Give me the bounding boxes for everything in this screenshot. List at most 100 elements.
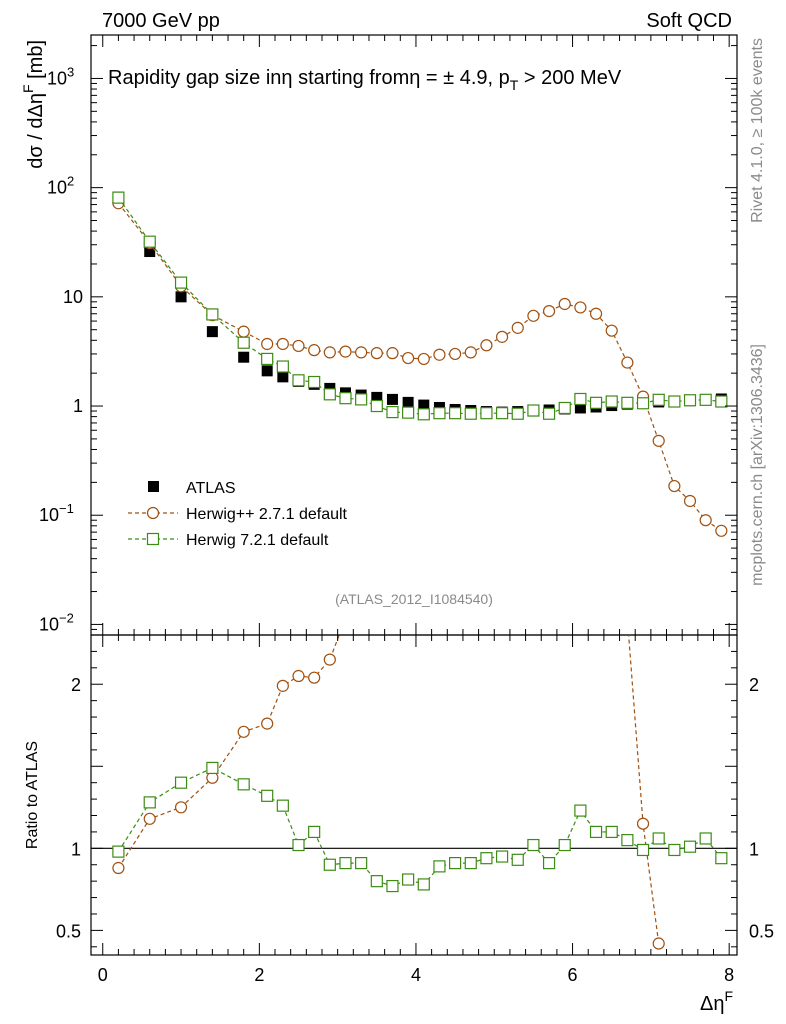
herwig7-ratio-point bbox=[370, 875, 383, 888]
atlas-point bbox=[261, 365, 273, 377]
herwig7-ratio-point bbox=[574, 804, 587, 817]
ratio-plot-layer bbox=[91, 595, 737, 950]
main-y-tick-label: 102 bbox=[47, 174, 74, 198]
herwig7-point bbox=[558, 401, 571, 415]
herwig7-ratio-point bbox=[112, 845, 125, 858]
legend-herwigpp-marker bbox=[146, 506, 160, 520]
x-tick-label: 4 bbox=[411, 965, 421, 985]
herwig7-point bbox=[605, 395, 618, 408]
herwig7-point bbox=[652, 393, 665, 406]
herwig7-ratio-point bbox=[206, 761, 219, 775]
herwig7-point bbox=[292, 374, 305, 387]
ratio-y-tick-label-right: 0.5 bbox=[749, 921, 774, 941]
ratio-panel-frame bbox=[90, 634, 738, 956]
herwig7-point bbox=[355, 393, 368, 406]
herwig7-point bbox=[174, 276, 188, 289]
herwigpp-point bbox=[370, 347, 383, 360]
herwigpp-ratio-point bbox=[276, 679, 289, 692]
herwigpp-point bbox=[480, 339, 493, 352]
herwig7-point bbox=[402, 406, 415, 419]
herwigpp-point bbox=[402, 351, 415, 365]
atlas-point bbox=[238, 351, 250, 363]
herwig7-ratio-point bbox=[261, 789, 274, 802]
herwigpp-ratio-point bbox=[636, 817, 650, 830]
herwig7-ratio-point bbox=[527, 838, 540, 852]
herwig7-point bbox=[495, 407, 509, 420]
main-y-tick-label: 103 bbox=[47, 64, 74, 88]
herwigpp-ratio-point bbox=[308, 671, 321, 684]
herwigpp-point bbox=[386, 347, 399, 360]
herwig7-point bbox=[143, 235, 156, 248]
atlas-point bbox=[175, 291, 187, 303]
main-plot-layer bbox=[112, 191, 728, 537]
herwigpp-ratio-point bbox=[237, 725, 250, 738]
herwig7-point bbox=[237, 336, 250, 349]
legend-atlas-marker bbox=[148, 481, 159, 492]
herwig7-ratio-point bbox=[386, 879, 399, 893]
herwigpp-point bbox=[261, 337, 274, 351]
herwig7-point bbox=[449, 407, 462, 420]
main-y-label-text: dσ / dΔη bbox=[25, 93, 47, 169]
herwigpp-point bbox=[668, 479, 681, 493]
category-label: Soft QCD bbox=[646, 10, 732, 32]
atlas-point bbox=[418, 399, 430, 411]
herwigpp-point bbox=[652, 434, 665, 447]
x-tick-label: 6 bbox=[568, 965, 578, 985]
herwig7-ratio-point bbox=[276, 799, 289, 812]
x-tick-label: 0 bbox=[98, 965, 108, 985]
herwig7-point bbox=[339, 392, 352, 405]
herwigpp-point bbox=[292, 339, 305, 353]
herwig7-point bbox=[668, 395, 681, 408]
herwigpp-ratio-point bbox=[143, 812, 156, 825]
herwigpp-ratio-point bbox=[174, 801, 188, 814]
herwigpp-point bbox=[339, 345, 352, 358]
energy-label: 7000 GeV pp bbox=[102, 10, 220, 32]
herwigpp-point bbox=[449, 347, 462, 361]
herwig7-point bbox=[511, 407, 524, 420]
legend-herwigpp-label: Herwig++ 2.7.1 default bbox=[186, 506, 348, 523]
main-title-sub: T bbox=[510, 77, 519, 93]
main-y-tick-label: 10−1 bbox=[39, 501, 74, 525]
herwigpp-ratio-offscale-line bbox=[619, 595, 627, 619]
herwig7-ratio-point bbox=[237, 778, 250, 791]
main-y-label: dσ / dΔηF [mb] bbox=[20, 40, 47, 169]
herwig7-ratio-point bbox=[558, 838, 571, 852]
herwigpp-point bbox=[574, 301, 587, 314]
herwig7-ratio-point bbox=[589, 825, 603, 839]
herwig7-ratio-point bbox=[511, 853, 524, 866]
herwigpp-point bbox=[417, 352, 430, 366]
herwigpp-ratio-point bbox=[292, 669, 305, 683]
herwig7-point bbox=[699, 393, 712, 406]
herwig7-point bbox=[261, 352, 274, 366]
herwigpp-point bbox=[715, 524, 728, 537]
herwigpp-point bbox=[527, 309, 540, 322]
herwig7-point bbox=[480, 407, 493, 420]
herwig7-ratio-point bbox=[355, 857, 368, 870]
herwigpp-point bbox=[323, 346, 336, 359]
herwig7-point bbox=[683, 394, 697, 407]
herwig7-point bbox=[715, 395, 728, 408]
x-axis-label-sup: F bbox=[724, 988, 733, 1004]
herwig7-ratio-point bbox=[433, 860, 446, 873]
ratio-y-tick-label-right: 1 bbox=[749, 839, 759, 859]
atlas-point bbox=[371, 391, 383, 403]
herwigpp-point bbox=[542, 305, 556, 318]
herwig7-line bbox=[117, 197, 722, 415]
herwig7-ratio-point bbox=[495, 850, 509, 863]
herwigpp-ratio-line bbox=[628, 635, 660, 944]
ratio-y-label: Ratio to ATLAS bbox=[24, 741, 41, 849]
herwigpp-ratio-point bbox=[323, 653, 336, 666]
herwig7-point bbox=[542, 407, 556, 420]
herwigpp-ratio-point bbox=[622, 613, 633, 624]
herwig7-point bbox=[464, 407, 477, 420]
herwigpp-point bbox=[589, 307, 603, 320]
herwigpp-point bbox=[464, 346, 477, 359]
herwig7-ratio-point bbox=[464, 857, 477, 870]
atlas-point bbox=[386, 393, 398, 405]
herwig7-point bbox=[589, 396, 603, 409]
herwigpp-ratio-point bbox=[340, 613, 351, 624]
herwigpp-point bbox=[683, 494, 697, 508]
rivet-label: Rivet 4.1.0, ≥ 100k events bbox=[749, 38, 766, 223]
main-y-tick-label: 10 bbox=[63, 287, 83, 307]
